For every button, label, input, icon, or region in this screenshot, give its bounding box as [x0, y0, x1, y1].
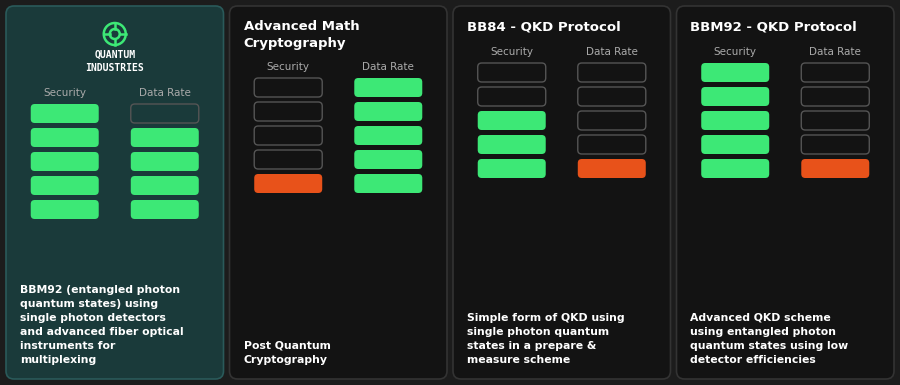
Text: Security: Security [491, 47, 533, 57]
Text: Data Rate: Data Rate [139, 88, 191, 98]
FancyBboxPatch shape [31, 176, 99, 195]
Text: Security: Security [714, 47, 757, 57]
Text: BB84 - QKD Protocol: BB84 - QKD Protocol [467, 20, 621, 33]
FancyBboxPatch shape [478, 111, 545, 130]
FancyBboxPatch shape [355, 78, 422, 97]
Text: QUANTUM
INDUSTRIES: QUANTUM INDUSTRIES [86, 50, 144, 73]
FancyBboxPatch shape [31, 200, 99, 219]
FancyBboxPatch shape [701, 135, 770, 154]
FancyBboxPatch shape [355, 150, 422, 169]
FancyBboxPatch shape [130, 200, 199, 219]
Text: Security: Security [266, 62, 310, 72]
FancyBboxPatch shape [355, 102, 422, 121]
FancyBboxPatch shape [701, 111, 770, 130]
Text: BBM92 - QKD Protocol: BBM92 - QKD Protocol [690, 20, 857, 33]
FancyBboxPatch shape [230, 6, 447, 379]
Text: Advanced Math
Cryptography: Advanced Math Cryptography [244, 20, 359, 50]
Text: Simple form of QKD using
single photon quantum
states in a prepare &
measure sch: Simple form of QKD using single photon q… [467, 313, 625, 365]
FancyBboxPatch shape [6, 6, 223, 379]
FancyBboxPatch shape [130, 128, 199, 147]
Text: Data Rate: Data Rate [363, 62, 414, 72]
Text: Data Rate: Data Rate [809, 47, 861, 57]
FancyBboxPatch shape [677, 6, 894, 379]
FancyBboxPatch shape [355, 174, 422, 193]
FancyBboxPatch shape [701, 87, 770, 106]
Text: Post Quantum
Cryptography: Post Quantum Cryptography [244, 341, 330, 365]
Text: Advanced QKD scheme
using entangled photon
quantum states using low
detector eff: Advanced QKD scheme using entangled phot… [690, 313, 849, 365]
FancyBboxPatch shape [701, 159, 770, 178]
Text: BBM92 (entangled photon
quantum states) using
single photon detectors
and advanc: BBM92 (entangled photon quantum states) … [20, 285, 184, 365]
FancyBboxPatch shape [130, 176, 199, 195]
FancyBboxPatch shape [453, 6, 670, 379]
FancyBboxPatch shape [478, 135, 545, 154]
FancyBboxPatch shape [130, 152, 199, 171]
FancyBboxPatch shape [31, 104, 99, 123]
FancyBboxPatch shape [801, 159, 869, 178]
FancyBboxPatch shape [254, 174, 322, 193]
FancyBboxPatch shape [355, 126, 422, 145]
FancyBboxPatch shape [31, 152, 99, 171]
FancyBboxPatch shape [578, 159, 646, 178]
FancyBboxPatch shape [31, 128, 99, 147]
Text: Security: Security [43, 88, 86, 98]
FancyBboxPatch shape [478, 159, 545, 178]
Text: Data Rate: Data Rate [586, 47, 638, 57]
FancyBboxPatch shape [701, 63, 770, 82]
